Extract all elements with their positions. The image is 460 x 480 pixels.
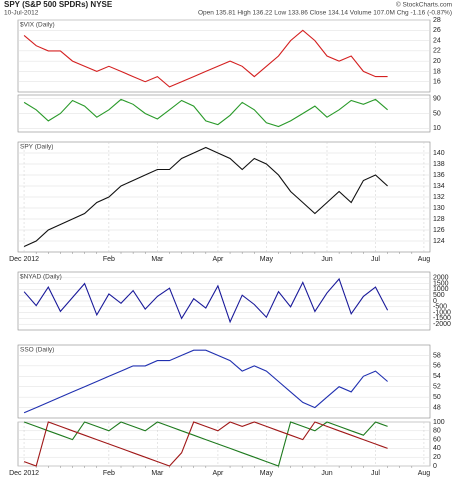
y-tick-label: 132 (433, 194, 445, 201)
y-tick-label: 100 (433, 419, 445, 426)
panel-title: SPY (Daily) (20, 144, 53, 151)
header-quote: Open 135.81 High 136.22 Low 133.86 Close… (198, 10, 452, 17)
y-tick-label: 50 (433, 110, 441, 117)
y-tick-label: 10 (433, 125, 441, 132)
y-tick-label: 50 (433, 394, 441, 401)
y-tick-label: 1500 (433, 280, 449, 287)
x-tick-label: Jun (321, 470, 332, 477)
y-tick-label: 140 (433, 150, 445, 157)
panel-title: $NYAD (Daily) (20, 274, 62, 281)
header-title: SPY (S&P 500 SPDRs) NYSE (4, 0, 113, 9)
x-tick-label: Jul (371, 470, 380, 477)
header-source: © StockCharts.com (396, 1, 452, 9)
x-tick-label: Aug (418, 470, 431, 477)
x-tick-label: Dec 2012 (9, 470, 39, 477)
x-tick-label: Feb (103, 470, 115, 477)
y-tick-label: 60 (433, 436, 441, 443)
y-tick-label: 54 (433, 373, 441, 380)
y-tick-label: 26 (433, 27, 441, 34)
y-tick-label: 128 (433, 216, 445, 223)
x-tick-label: Dec 2012 (9, 256, 39, 263)
y-tick-label: 134 (433, 183, 445, 190)
series-line (23, 146, 388, 248)
panel-title: SSO (Daily) (20, 347, 54, 354)
y-tick-label: 138 (433, 161, 445, 168)
y-tick-label: 90 (433, 96, 441, 103)
series-line (23, 29, 388, 88)
series-line (23, 349, 388, 414)
y-tick-label: 80 (433, 428, 441, 435)
x-tick-label: Aug (418, 256, 431, 263)
series-line (23, 421, 388, 467)
y-tick-label: 0 (433, 298, 437, 305)
y-tick-label: 18 (433, 68, 441, 75)
x-tick-label: Apr (212, 470, 224, 477)
series-line (23, 421, 388, 467)
y-tick-label: -500 (433, 304, 447, 311)
series-line (23, 277, 389, 324)
y-tick-label: -1000 (433, 309, 451, 316)
x-tick-label: Apr (212, 256, 224, 263)
y-tick-label: 24 (433, 37, 441, 44)
y-tick-label: 56 (433, 363, 441, 370)
y-tick-label: 22 (433, 48, 441, 55)
header-date: 10-Jul-2012 (4, 10, 39, 17)
y-tick-label: 16 (433, 79, 441, 86)
x-tick-label: Jul (371, 256, 380, 263)
x-tick-label: Mar (151, 256, 164, 263)
panel-frame (17, 344, 431, 419)
y-tick-label: 126 (433, 227, 445, 234)
y-tick-label: 58 (433, 352, 441, 359)
x-tick-label: Mar (151, 470, 164, 477)
y-tick-label: 500 (433, 292, 445, 299)
y-tick-label: 0 (433, 463, 437, 470)
y-tick-label: 40 (433, 445, 441, 452)
y-tick-label: 2000 (433, 275, 449, 282)
y-tick-label: 124 (433, 238, 445, 245)
y-tick-label: -2000 (433, 321, 451, 328)
panel-title: $VIX (Daily) (20, 22, 55, 29)
y-tick-label: 52 (433, 384, 441, 391)
y-tick-label: 28 (433, 17, 441, 24)
x-tick-label: May (260, 470, 274, 477)
y-tick-label: 20 (433, 58, 441, 65)
y-tick-label: 1000 (433, 286, 449, 293)
y-tick-label: 48 (433, 404, 441, 411)
x-tick-label: May (260, 256, 274, 263)
x-tick-label: Jun (321, 256, 332, 263)
y-tick-label: 136 (433, 172, 445, 179)
y-tick-label: -1500 (433, 315, 451, 322)
x-tick-label: Feb (103, 256, 115, 263)
y-tick-label: 130 (433, 205, 445, 212)
series-line (23, 98, 388, 128)
y-tick-label: 20 (433, 454, 441, 461)
